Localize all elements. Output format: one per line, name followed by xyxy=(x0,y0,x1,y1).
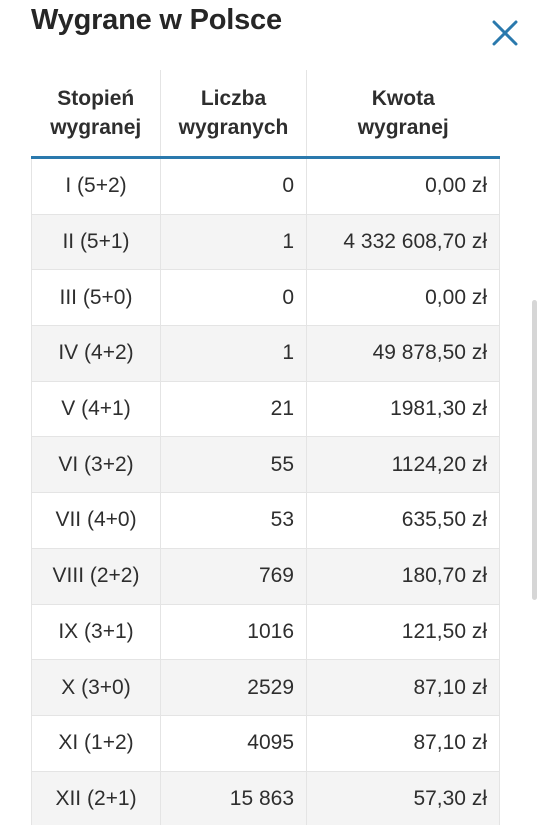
cell-stage: II (5+1) xyxy=(31,214,161,271)
cell-amount: 4 332 608,70 zł xyxy=(306,214,500,271)
cell-amount: 635,50 zł xyxy=(306,492,500,549)
table-row: VIII (2+2) 769 180,70 zł xyxy=(31,548,500,605)
table-row: III (5+0) 0 0,00 zł xyxy=(31,269,500,327)
column-header-amount: Kwota wygranej xyxy=(306,70,500,159)
column-header-stage: Stopień wygranej xyxy=(31,70,161,159)
scrollbar[interactable] xyxy=(532,300,537,600)
cell-amount: 0,00 zł xyxy=(306,157,500,215)
cell-amount: 1981,30 zł xyxy=(306,381,500,438)
table-row: VII (4+0) 53 635,50 zł xyxy=(31,492,500,549)
table-row: IV (4+2) 1 49 878,50 zł xyxy=(31,325,500,382)
table-header: Stopień wygranej Liczba wygranych Kwota … xyxy=(31,70,500,159)
cell-stage: IV (4+2) xyxy=(31,325,161,382)
cell-count: 1 xyxy=(160,214,307,271)
column-header-count-line1: Liczba xyxy=(200,87,267,110)
cell-amount: 121,50 zł xyxy=(306,604,500,661)
cell-count: 0 xyxy=(160,269,307,327)
cell-amount: 87,10 zł xyxy=(306,659,500,716)
table-row: VI (3+2) 55 1124,20 zł xyxy=(31,436,500,494)
column-header-stage-line2: wygranej xyxy=(50,116,142,139)
cell-amount: 57,30 zł xyxy=(306,771,500,825)
cell-count: 4095 xyxy=(160,715,307,772)
cell-amount: 180,70 zł xyxy=(306,548,500,605)
cell-amount: 87,10 zł xyxy=(306,715,500,772)
cell-count: 55 xyxy=(160,436,307,494)
cell-count: 21 xyxy=(160,381,307,438)
column-header-stage-line1: Stopień xyxy=(57,87,135,110)
cell-stage: VIII (2+2) xyxy=(31,548,161,605)
table-body: I (5+2) 0 0,00 zł II (5+1) 1 4 332 608,7… xyxy=(31,157,500,825)
cell-stage: I (5+2) xyxy=(31,157,161,215)
cell-stage: XI (1+2) xyxy=(31,715,161,772)
close-button[interactable] xyxy=(488,16,522,50)
cell-count: 15 863 xyxy=(160,771,307,825)
cell-count: 769 xyxy=(160,548,307,605)
cell-amount: 49 878,50 zł xyxy=(306,325,500,382)
cell-stage: IX (3+1) xyxy=(31,604,161,661)
cell-count: 2529 xyxy=(160,659,307,716)
column-header-amount-line1: Kwota xyxy=(371,87,435,110)
table-row: II (5+1) 1 4 332 608,70 zł xyxy=(31,214,500,271)
table-row: V (4+1) 21 1981,30 zł xyxy=(31,381,500,438)
close-icon xyxy=(492,20,518,46)
cell-stage: VII (4+0) xyxy=(31,492,161,549)
cell-count: 0 xyxy=(160,157,307,215)
table-row: I (5+2) 0 0,00 zł xyxy=(31,157,500,215)
cell-stage: X (3+0) xyxy=(31,659,161,716)
table-row: XI (1+2) 4095 87,10 zł xyxy=(31,715,500,772)
cell-stage: VI (3+2) xyxy=(31,436,161,494)
cell-count: 53 xyxy=(160,492,307,549)
column-header-amount-line2: wygranej xyxy=(357,116,449,139)
cell-amount: 1124,20 zł xyxy=(306,436,500,494)
column-header-count: Liczba wygranych xyxy=(160,70,307,159)
cell-stage: III (5+0) xyxy=(31,269,161,327)
cell-amount: 0,00 zł xyxy=(306,269,500,327)
cell-stage: V (4+1) xyxy=(31,381,161,438)
column-header-count-line2: wygranych xyxy=(178,116,289,139)
table-row: X (3+0) 2529 87,10 zł xyxy=(31,659,500,716)
cell-count: 1 xyxy=(160,325,307,382)
cell-count: 1016 xyxy=(160,604,307,661)
table-row: IX (3+1) 1016 121,50 zł xyxy=(31,604,500,661)
winnings-table-container[interactable]: Stopień wygranej Liczba wygranych Kwota … xyxy=(31,70,500,825)
winnings-table: Stopień wygranej Liczba wygranych Kwota … xyxy=(31,70,500,825)
cell-stage: XII (2+1) xyxy=(31,771,161,825)
table-row: XII (2+1) 15 863 57,30 zł xyxy=(31,771,500,825)
dialog-title: Wygrane w Polsce xyxy=(31,4,282,36)
